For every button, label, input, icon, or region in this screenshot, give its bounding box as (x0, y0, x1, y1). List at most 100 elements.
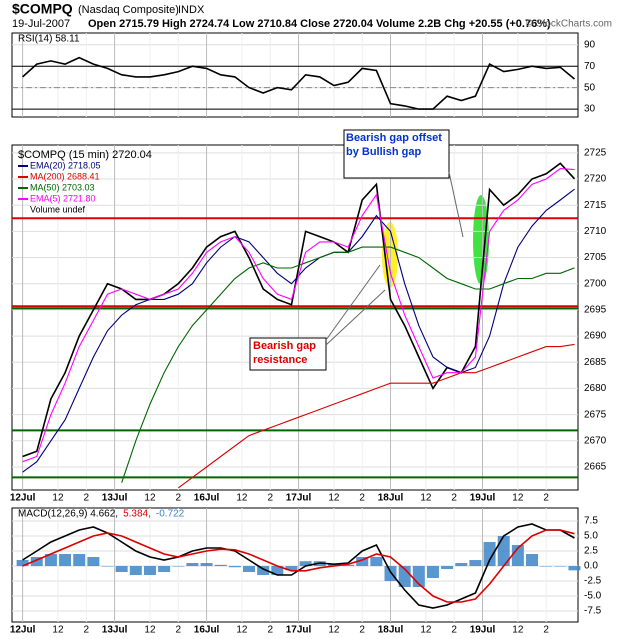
histogram-bar (44, 554, 57, 567)
y-tick-label: 30 (584, 104, 596, 115)
panel-frame (11, 32, 579, 118)
x-tick-label: 2 (175, 493, 181, 504)
y-tick-label: 0.0 (584, 561, 598, 572)
y-tick-label: 2680 (584, 383, 607, 394)
arrow (325, 264, 381, 341)
annotation-box (343, 129, 450, 179)
x-tick-label: 2 (267, 625, 273, 636)
histogram-bar (426, 566, 439, 579)
x-tick-label: 12 (512, 625, 524, 636)
histogram-bar (384, 566, 397, 582)
x-tick-label: 18Jul (378, 625, 404, 636)
x-tick-label: 12 (52, 493, 64, 504)
histogram-bar (271, 566, 284, 576)
x-tick-label: 12 (420, 625, 432, 636)
series-line (22, 168, 575, 463)
legend-entry: EMA(5) 2721.80 (30, 193, 96, 203)
x-tick-label: 2 (543, 625, 549, 636)
x-tick-label: 12Jul (10, 625, 36, 636)
x-tick-label: 13Jul (102, 493, 128, 504)
symbol: $COMPQ (12, 1, 73, 17)
legend-entry: $COMPQ (15 min) 2720.04 (18, 149, 152, 161)
y-tick-label: 2665 (584, 462, 607, 473)
y-tick-label: 5.0 (584, 531, 598, 542)
exchange: INDX (178, 4, 205, 16)
y-tick-label: 2690 (584, 331, 607, 342)
y-tick-label: 70 (584, 61, 596, 72)
histogram-bar (511, 545, 524, 567)
histogram-bar (568, 566, 581, 571)
x-tick-label: 2 (84, 625, 90, 636)
annotation-holder: Bearish gap resistance (253, 340, 316, 366)
series-line (22, 162, 576, 458)
legend-entry: RSI(14) 58.11 (18, 34, 80, 45)
histogram-bar (370, 557, 383, 567)
histogram-bar (59, 554, 72, 567)
histogram-bar (257, 566, 270, 576)
legend-entry: MA(200) 2688.41 (30, 171, 100, 181)
y-tick-label: 50 (584, 82, 596, 93)
y-tick-label: -2.5 (584, 576, 602, 587)
annotation-text: Bearish gap offset by Bullish gap (346, 132, 442, 158)
y-tick-label: 2.5 (584, 546, 598, 557)
x-tick-label: 18Jul (378, 493, 404, 504)
annotation-bullish: Bearish gap offset by Bullish gap (343, 129, 464, 238)
series-line (22, 56, 576, 110)
x-tick-label: 16Jul (194, 625, 220, 636)
histogram-bar (228, 566, 241, 568)
histogram-bar (455, 563, 468, 567)
series-line (121, 246, 575, 483)
histogram-bar (143, 566, 156, 576)
histogram-bar (342, 564, 355, 567)
annotation-bearish: Bearish gap resistance (249, 264, 386, 371)
x-tick-label: 12 (144, 625, 156, 636)
series-line (22, 529, 575, 603)
histogram-bar (129, 566, 142, 576)
quote: Open 2715.79 High 2724.74 Low 2710.84 Cl… (88, 18, 551, 30)
x-tick-label: 2 (84, 493, 90, 504)
x-tick-label: 12 (144, 493, 156, 504)
legend-entry: EMA(20) 2718.05 (30, 160, 101, 170)
histogram-bar (526, 554, 539, 567)
arrow (448, 171, 464, 238)
histogram-bar (497, 536, 510, 567)
y-tick-label: 2695 (584, 305, 607, 316)
histogram-bar (186, 563, 199, 567)
x-tick-label: 12 (236, 493, 248, 504)
y-tick-label: 2715 (584, 200, 607, 211)
gap-marker-green (473, 195, 489, 285)
y-tick-label: 2705 (584, 252, 607, 263)
x-tick-label: 19Jul (470, 493, 496, 504)
y-tick-label: 2710 (584, 226, 607, 237)
y-tick-label: 2725 (584, 147, 607, 158)
x-tick-label: 12 (328, 493, 340, 504)
legend-entry: Volume undef (30, 204, 86, 214)
y-tick-label: -7.5 (584, 606, 602, 617)
histogram-bar (16, 560, 29, 567)
histogram-bar (483, 542, 496, 567)
y-tick-label: -5.0 (584, 591, 602, 602)
y-tick-label: 2670 (584, 435, 607, 446)
x-tick-label: 2 (451, 493, 457, 504)
legend-entry: MA(50) 2703.03 (30, 182, 95, 192)
y-tick-label: 2720 (584, 174, 607, 185)
histogram-bar (101, 566, 114, 567)
x-tick-label: 12Jul (10, 493, 36, 504)
x-tick-label: 19Jul (470, 625, 496, 636)
histogram-bar (30, 557, 43, 567)
gap-marker-yellow (382, 222, 398, 288)
histogram-bar (73, 554, 86, 567)
histogram-bar (356, 557, 369, 567)
x-tick-label: 2 (543, 493, 549, 504)
histogram-bar (243, 566, 256, 573)
y-tick-label: 2675 (584, 409, 607, 420)
x-tick-label: 2 (451, 625, 457, 636)
arrow (325, 289, 386, 346)
histogram-bar (172, 566, 185, 567)
histogram-bar (540, 566, 553, 567)
x-tick-label: 2 (267, 493, 273, 504)
watermark: © StockCharts.com (526, 19, 612, 30)
histogram-bar (214, 564, 227, 567)
x-tick-label: 13Jul (102, 625, 128, 636)
x-tick-label: 17Jul (286, 493, 312, 504)
